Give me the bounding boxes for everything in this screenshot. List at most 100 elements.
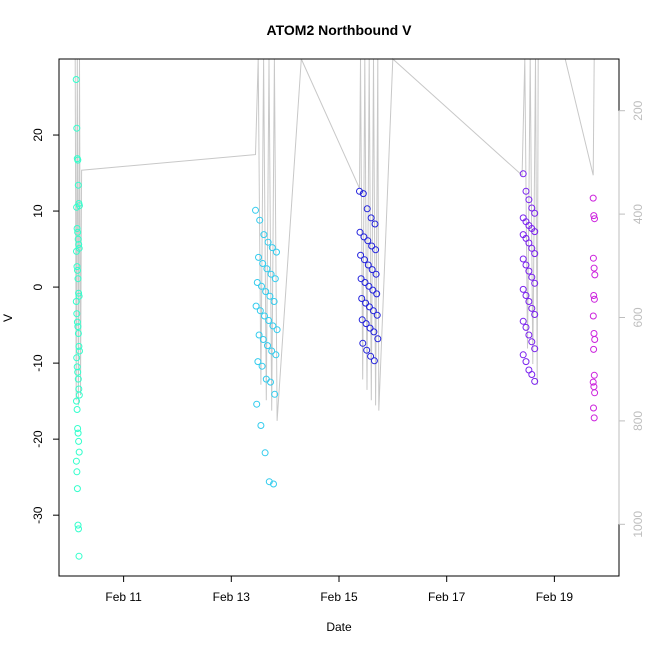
y-axis-label: V	[1, 314, 15, 322]
data-point	[372, 270, 380, 278]
data-point	[374, 335, 382, 343]
data-point	[519, 317, 527, 325]
data-point	[74, 429, 82, 437]
data-point	[272, 351, 280, 359]
data-point	[253, 279, 261, 286]
y-tick-label: -20	[31, 430, 45, 448]
data-point	[360, 233, 368, 241]
data-point	[368, 242, 376, 250]
x-tick-label: Feb 15	[320, 590, 358, 604]
data-point	[525, 267, 533, 275]
data-point	[528, 204, 536, 212]
data-point	[256, 216, 264, 224]
x-tick-label: Feb 11	[105, 590, 142, 604]
data-point	[73, 247, 80, 255]
data-point	[73, 354, 81, 362]
data-point	[267, 270, 275, 278]
data-point	[522, 358, 530, 366]
x-axis-label: Date	[326, 620, 352, 634]
data-point	[257, 422, 265, 429]
data-point	[373, 290, 381, 298]
data-point	[268, 244, 276, 252]
data-point	[528, 244, 536, 252]
y-tick-label: 20	[31, 128, 45, 142]
data-point	[364, 237, 372, 245]
data-point	[262, 288, 270, 296]
data-point	[74, 228, 82, 236]
points-group	[72, 76, 599, 560]
data-point	[75, 448, 83, 456]
data-point	[73, 468, 81, 476]
data-point	[528, 338, 536, 346]
data-point	[364, 261, 372, 269]
data-point	[590, 212, 598, 220]
data-point	[359, 190, 367, 198]
chart-title: ATOM2 Northbound V	[267, 22, 413, 38]
data-point	[255, 331, 263, 339]
data-point	[256, 307, 264, 315]
data-point	[531, 228, 539, 236]
data-point	[73, 310, 81, 318]
data-point	[73, 225, 81, 232]
data-point	[75, 289, 83, 297]
data-point	[528, 273, 536, 281]
data-point	[531, 345, 539, 353]
data-point	[361, 279, 369, 286]
data-point	[72, 298, 80, 305]
right-tick-label: 200	[631, 100, 645, 120]
data-point	[74, 181, 82, 189]
data-point	[273, 326, 281, 334]
data-point	[590, 371, 598, 379]
data-point	[522, 187, 530, 195]
data-point	[589, 194, 597, 202]
data-point	[591, 215, 598, 223]
data-point	[590, 292, 598, 299]
data-point	[267, 378, 274, 386]
data-point	[73, 406, 81, 413]
data-point	[590, 414, 598, 422]
data-point	[75, 552, 83, 560]
data-point	[525, 331, 533, 339]
data-point	[363, 346, 371, 354]
y-tick-label: 0	[31, 283, 45, 290]
data-point	[357, 275, 365, 283]
data-point	[358, 316, 366, 324]
data-point	[271, 390, 279, 398]
data-point	[75, 437, 83, 445]
y-tick-label: 10	[31, 204, 45, 218]
data-point	[519, 351, 527, 359]
data-point	[74, 425, 82, 432]
data-point	[258, 282, 265, 290]
data-point	[74, 330, 82, 337]
data-point	[357, 251, 365, 259]
x-axis: Feb 11 Feb 13 Feb 15 Feb 17 Feb 19	[105, 575, 573, 604]
data-point	[361, 256, 368, 264]
data-point	[74, 521, 82, 529]
data-point	[531, 311, 539, 318]
data-point	[365, 303, 373, 311]
data-point	[73, 363, 81, 371]
data-point	[528, 371, 536, 378]
data-point	[270, 298, 278, 305]
data-point	[74, 235, 82, 243]
data-point	[591, 336, 599, 343]
data-point	[525, 298, 533, 305]
data-point	[75, 292, 83, 300]
data-point	[366, 324, 374, 332]
data-point	[519, 170, 527, 178]
right-tick-label: 1000	[631, 511, 645, 538]
data-point	[367, 352, 375, 360]
right-axis: 200 400 600 800 1000	[618, 100, 645, 538]
right-tick-label: 800	[631, 411, 645, 431]
data-point	[590, 295, 598, 303]
data-point	[590, 404, 597, 412]
data-point	[519, 285, 527, 293]
data-point	[252, 206, 259, 214]
data-point	[531, 377, 539, 385]
data-point	[367, 214, 375, 222]
data-point	[531, 279, 539, 287]
data-point	[528, 304, 536, 312]
data-point	[362, 320, 370, 328]
data-point	[265, 317, 273, 324]
